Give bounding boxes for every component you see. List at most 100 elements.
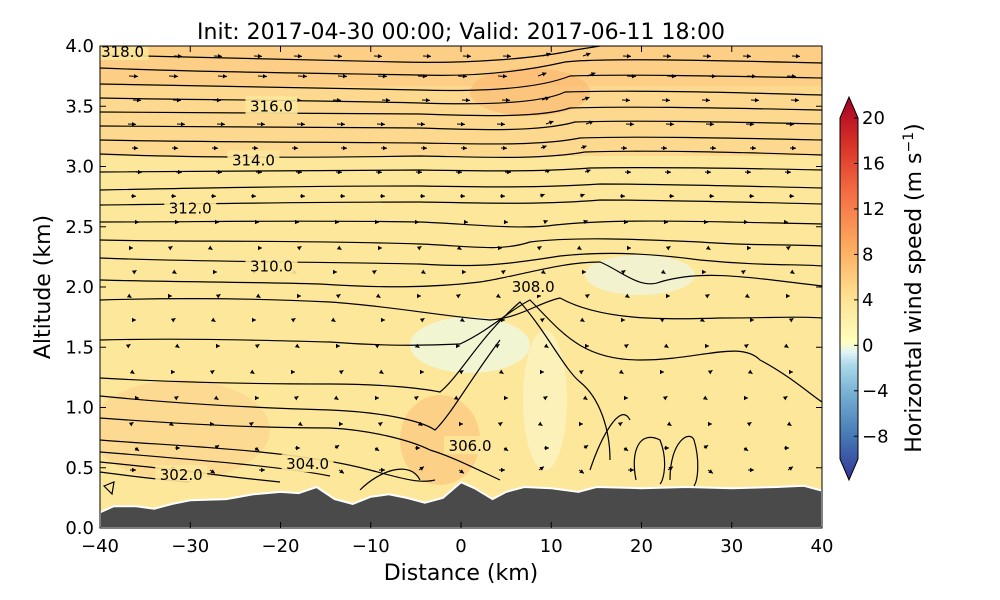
- contour-label-bg: [281, 454, 334, 473]
- wind-vector-head: [177, 54, 182, 59]
- chart-title: Init: 2017-04-30 00:00; Valid: 2017-06-1…: [197, 20, 725, 45]
- wind-vector-head: [465, 98, 470, 103]
- wind-vector-head: [749, 122, 754, 127]
- x-tick-label: 0: [455, 536, 466, 557]
- wind-vector-head: [132, 467, 136, 473]
- x-tick-label: −30: [171, 536, 209, 557]
- wind-vector-head: [699, 317, 705, 322]
- wind-vector-head: [584, 294, 590, 299]
- wind-vector-head: [466, 54, 471, 59]
- isentrope-line: [100, 136, 822, 145]
- wind-vector-head: [542, 145, 547, 150]
- wind-vector-head: [291, 369, 295, 375]
- wind-vector-head: [783, 343, 789, 348]
- wind-vector-head: [671, 74, 676, 79]
- wind-vector-head: [709, 122, 714, 127]
- wind-vector-head: [459, 421, 463, 427]
- wind-vector-head: [174, 219, 179, 225]
- wind-vector-head: [582, 395, 588, 400]
- wind-vector-head: [214, 445, 220, 450]
- wind-vector-head: [216, 343, 220, 349]
- y-tick-label: 3.5: [65, 96, 94, 117]
- colorbar: 20 16 12 8 4 0 −4 −8 Horizontal wind speed (m s…: [839, 95, 927, 482]
- wind-vector-head: [260, 122, 265, 127]
- wind-vector-head: [666, 54, 671, 59]
- wind-vector-head: [660, 269, 666, 274]
- x-tick-label: 20: [630, 536, 653, 557]
- colorbar-label: Horizontal wind speed (m s−1): [901, 123, 927, 453]
- x-axis-label: Distance (km): [384, 561, 539, 586]
- wind-vector-head: [336, 245, 342, 250]
- wind-vector-head: [705, 98, 710, 103]
- wind-vector-head: [420, 193, 425, 199]
- wind-vector-head: [338, 370, 344, 375]
- wind-vector-head: [665, 445, 669, 451]
- wind-vector-head: [131, 193, 136, 199]
- wind-vector-head: [624, 293, 630, 298]
- contour-label: 312.0: [169, 200, 212, 218]
- wind-vector-head: [414, 343, 420, 348]
- wind-vector-head: [541, 72, 547, 77]
- wind-vector-head: [380, 122, 385, 127]
- wind-vector-head: [663, 219, 668, 225]
- wind-vector-head: [660, 369, 664, 375]
- wind-vector-head: [629, 122, 634, 127]
- wind-vector-head: [754, 98, 759, 103]
- wind-vector-head: [296, 246, 302, 251]
- wind-vector-head: [539, 318, 545, 323]
- wind-vector-head: [137, 169, 142, 175]
- contour-label-bg: [444, 436, 497, 455]
- wind-vector-head: [744, 395, 748, 401]
- wind-vector-head: [248, 422, 254, 427]
- wind-vector-head: [708, 421, 712, 427]
- wind-vector-head: [785, 445, 789, 451]
- wind-vector-head: [788, 318, 794, 323]
- wind-vector-head: [618, 369, 624, 374]
- wind-vector-head: [249, 369, 255, 374]
- wind-vector-head: [545, 96, 550, 101]
- wind-vector-head: [460, 122, 465, 127]
- isentrope-line: [100, 339, 501, 431]
- wind-vector-head: [132, 317, 136, 323]
- wind-vector-head: [257, 169, 262, 175]
- wind-vector-head: [500, 193, 505, 199]
- wind-vector-head: [586, 52, 591, 57]
- isentrope-line: [633, 436, 666, 485]
- wind-vector-head: [382, 74, 387, 79]
- wind-vector-head: [339, 469, 344, 474]
- isentrope-line: [100, 106, 822, 117]
- colorbar-body: [839, 95, 859, 482]
- wind-vector-head: [460, 193, 465, 199]
- y-tick-label: 0.0: [65, 518, 94, 539]
- wind-vector-head: [128, 422, 134, 427]
- contour-label-bg: [227, 150, 280, 169]
- wind-vector-head: [381, 317, 385, 323]
- wind-vector-head: [539, 466, 544, 471]
- wind-vector-head: [168, 293, 172, 299]
- wind-vector-head: [210, 469, 215, 474]
- wind-vector-head: [498, 369, 504, 374]
- wind-vector-head: [789, 122, 794, 127]
- wind-vector-head: [126, 293, 132, 298]
- wind-vector-head: [297, 421, 303, 426]
- wind-vector-head: [711, 74, 716, 79]
- wind-vector-head: [215, 294, 221, 299]
- isentrope-line: [100, 297, 822, 321]
- wind-vector-head: [220, 122, 225, 127]
- y-tick-label: 2.0: [65, 277, 94, 298]
- wind-vector-head: [180, 122, 185, 127]
- wind-vector-head: [497, 422, 503, 427]
- wind-vector-head: [297, 169, 302, 175]
- wind-vector-head: [374, 446, 380, 451]
- wind-vector-head: [583, 219, 588, 225]
- wind-vector-head: [545, 445, 549, 451]
- wind-vector-head: [583, 445, 589, 450]
- wind-vector-head: [414, 219, 419, 225]
- wind-vector-head: [462, 145, 467, 151]
- wind-vector-head: [750, 467, 754, 473]
- wind-vector-head: [537, 421, 543, 426]
- wind-vector-head: [707, 370, 713, 375]
- wind-vector-head: [134, 219, 139, 225]
- wind-vector-head: [261, 467, 265, 473]
- wind-vector-head: [425, 98, 430, 103]
